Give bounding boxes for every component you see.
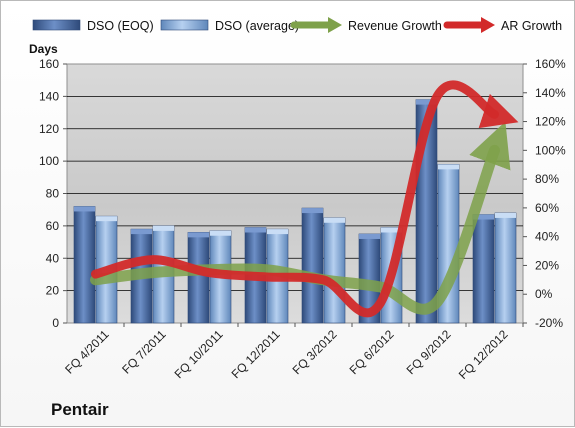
left-tick-label: 100 bbox=[39, 154, 59, 168]
left-tick-label: 40 bbox=[46, 251, 60, 265]
right-tick-label: 80% bbox=[535, 172, 559, 186]
bar-dso-eoq bbox=[187, 232, 210, 324]
bar-cap bbox=[267, 229, 288, 235]
left-tick-label: 0 bbox=[52, 316, 59, 330]
right-tick-label: 100% bbox=[535, 143, 566, 157]
bar-cap bbox=[153, 225, 174, 231]
legend-label: Revenue Growth bbox=[348, 19, 442, 33]
legend-swatch-dso-average bbox=[160, 19, 209, 31]
ar-growth-line bbox=[91, 80, 519, 318]
bar-cap bbox=[74, 206, 95, 212]
bar-dso-average bbox=[323, 217, 346, 324]
x-tick-label: FQ 12/2011 bbox=[229, 327, 283, 381]
bar-cap bbox=[131, 229, 152, 235]
legend-label: DSO (average) bbox=[215, 19, 299, 33]
right-tick-label: 20% bbox=[535, 258, 559, 272]
legend-arrow-icon bbox=[328, 17, 342, 33]
bar-cap bbox=[438, 164, 459, 170]
company-name: Pentair bbox=[51, 400, 109, 419]
left-tick-label: 60 bbox=[46, 219, 60, 233]
right-tick-label: -20% bbox=[535, 316, 563, 330]
x-tick-label: FQ 12/2012 bbox=[456, 327, 511, 382]
bar-cap bbox=[495, 212, 516, 218]
right-tick-label: 140% bbox=[535, 86, 566, 100]
x-tick-label: FQ 4/2011 bbox=[62, 327, 112, 377]
bar-dso-eoq bbox=[472, 214, 495, 324]
bar-cap bbox=[302, 208, 323, 214]
legend-label: DSO (EOQ) bbox=[87, 19, 154, 33]
bar-cap bbox=[96, 216, 117, 222]
x-tick-label: FQ 6/2012 bbox=[347, 327, 397, 377]
bar-cap bbox=[381, 227, 402, 233]
bar-dso-average bbox=[494, 212, 517, 324]
bar-cap bbox=[359, 233, 380, 239]
bar-cap bbox=[188, 232, 209, 238]
bar-cap bbox=[245, 227, 266, 233]
legend-arrow-icon bbox=[481, 17, 495, 33]
x-tick-label: FQ 3/2012 bbox=[290, 327, 340, 377]
bar-cap bbox=[210, 230, 231, 236]
bar-cap bbox=[324, 217, 345, 223]
left-tick-label: 120 bbox=[39, 122, 59, 136]
right-tick-label: 40% bbox=[535, 230, 559, 244]
bar-cap bbox=[473, 214, 494, 220]
legend-label: AR Growth bbox=[501, 19, 562, 33]
x-tick-label: FQ 9/2012 bbox=[404, 327, 454, 377]
bar-dso-eoq bbox=[73, 206, 96, 324]
left-axis-label: Days bbox=[29, 42, 58, 56]
bar-dso-eoq bbox=[301, 207, 324, 324]
left-tick-label: 140 bbox=[39, 89, 59, 103]
right-tick-label: 120% bbox=[535, 115, 566, 129]
right-tick-label: 60% bbox=[535, 201, 559, 215]
right-tick-label: 0% bbox=[535, 287, 553, 301]
x-tick-label: FQ 10/2011 bbox=[172, 327, 226, 381]
left-tick-label: 20 bbox=[46, 284, 60, 298]
left-tick-label: 160 bbox=[39, 57, 59, 71]
x-tick-label: FQ 7/2011 bbox=[119, 327, 169, 377]
bar-cap bbox=[416, 99, 437, 105]
left-tick-label: 80 bbox=[46, 187, 60, 201]
legend-swatch-dso-eoq bbox=[32, 19, 81, 31]
right-tick-label: 160% bbox=[535, 57, 566, 71]
